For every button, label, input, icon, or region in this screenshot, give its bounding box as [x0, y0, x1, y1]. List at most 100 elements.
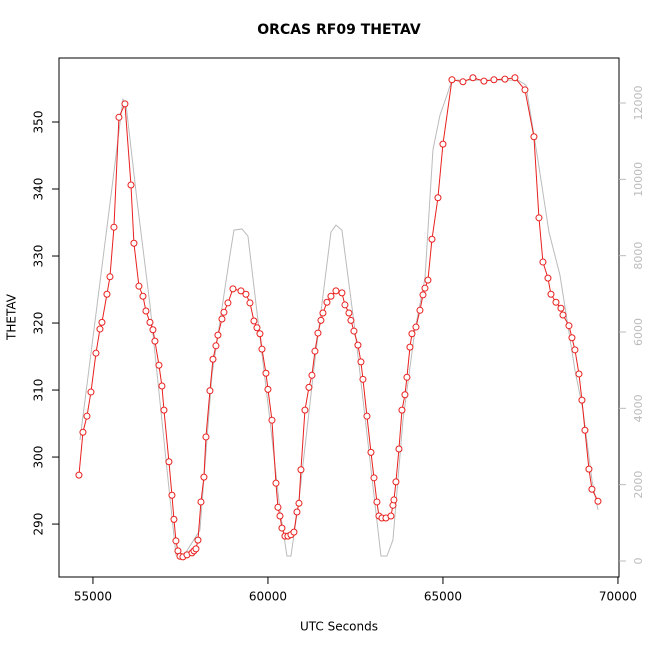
y2-tick-label: 10000 — [632, 162, 645, 197]
data-point — [149, 326, 157, 334]
data-point — [323, 298, 331, 306]
data-point — [568, 334, 576, 342]
y2-tick-label: 6000 — [632, 318, 645, 346]
data-point — [367, 448, 375, 456]
data-point — [416, 306, 424, 314]
data-point — [387, 512, 395, 520]
data-point — [256, 330, 264, 338]
y2-tick-label: 12000 — [632, 86, 645, 121]
data-point — [130, 239, 138, 247]
data-point — [370, 474, 378, 482]
data-point — [139, 292, 147, 300]
data-point — [392, 478, 400, 486]
y-tick-label: 320 — [32, 312, 46, 335]
data-point — [229, 285, 237, 293]
data-point — [218, 315, 226, 323]
data-point — [390, 496, 398, 504]
data-point — [403, 373, 411, 381]
data-point — [127, 181, 135, 189]
data-point — [373, 498, 381, 506]
data-point — [98, 318, 106, 326]
data-point — [158, 382, 166, 390]
data-point — [398, 406, 406, 414]
data-point — [480, 77, 488, 85]
data-point — [547, 290, 555, 298]
y2-tick-label: 2000 — [632, 471, 645, 499]
data-point — [242, 290, 250, 298]
data-point — [314, 329, 322, 337]
y-tick-label: 340 — [32, 178, 46, 201]
data-point — [200, 473, 208, 481]
data-point — [258, 345, 266, 353]
data-point — [192, 545, 200, 553]
y-tick-label: 300 — [32, 446, 46, 469]
data-point — [83, 412, 91, 420]
data-point — [115, 113, 123, 121]
data-point — [155, 361, 163, 369]
data-point — [412, 323, 420, 331]
y-axis-label: THETAV — [5, 293, 19, 341]
data-point — [142, 307, 150, 315]
data-point — [110, 223, 118, 231]
x-tick-label: 55000 — [74, 590, 112, 604]
data-point — [350, 327, 358, 335]
y2-tick-label: 8000 — [632, 242, 645, 270]
data-point — [253, 324, 261, 332]
y-tick-label: 310 — [32, 379, 46, 402]
data-point — [160, 406, 168, 414]
data-point — [565, 322, 573, 330]
data-point — [262, 369, 270, 377]
data-point — [575, 370, 583, 378]
data-point — [401, 391, 409, 399]
data-point — [428, 235, 436, 243]
data-point — [490, 76, 498, 84]
data-point — [135, 282, 143, 290]
data-point — [274, 503, 282, 511]
data-point — [581, 426, 589, 434]
data-point — [212, 342, 220, 350]
data-point — [439, 140, 447, 148]
data-point — [106, 273, 114, 281]
data-point — [308, 371, 316, 379]
data-point — [295, 499, 303, 507]
data-point — [594, 497, 602, 505]
x-tick-label: 70000 — [599, 590, 637, 604]
data-point — [293, 508, 301, 516]
data-point — [214, 331, 222, 339]
data-point — [209, 355, 217, 363]
data-point — [87, 388, 95, 396]
y-tick-label: 350 — [32, 111, 46, 134]
y-tick-label: 330 — [32, 245, 46, 268]
data-point — [103, 290, 111, 298]
data-point — [297, 466, 305, 474]
data-point — [347, 316, 355, 324]
data-point — [359, 375, 367, 383]
data-point — [521, 86, 529, 94]
data-point — [264, 385, 272, 393]
data-point — [530, 133, 538, 141]
data-point — [341, 301, 349, 309]
data-point — [151, 337, 159, 345]
data-point — [268, 416, 276, 424]
data-point — [96, 325, 104, 333]
data-point — [311, 347, 319, 355]
data-point — [357, 358, 365, 366]
data-point — [327, 292, 335, 300]
data-point — [202, 433, 210, 441]
y-tick-label: 290 — [32, 513, 46, 536]
data-point — [552, 298, 560, 306]
data-point — [250, 317, 258, 325]
x-tick-label: 65000 — [424, 590, 462, 604]
x-tick-label: 60000 — [249, 590, 287, 604]
data-point — [434, 194, 442, 202]
data-point — [197, 498, 205, 506]
data-point — [121, 100, 129, 108]
data-point — [172, 537, 180, 545]
data-point — [501, 75, 509, 83]
data-point — [419, 291, 427, 299]
data-point — [544, 274, 552, 282]
data-point — [406, 343, 414, 351]
data-point — [578, 396, 586, 404]
